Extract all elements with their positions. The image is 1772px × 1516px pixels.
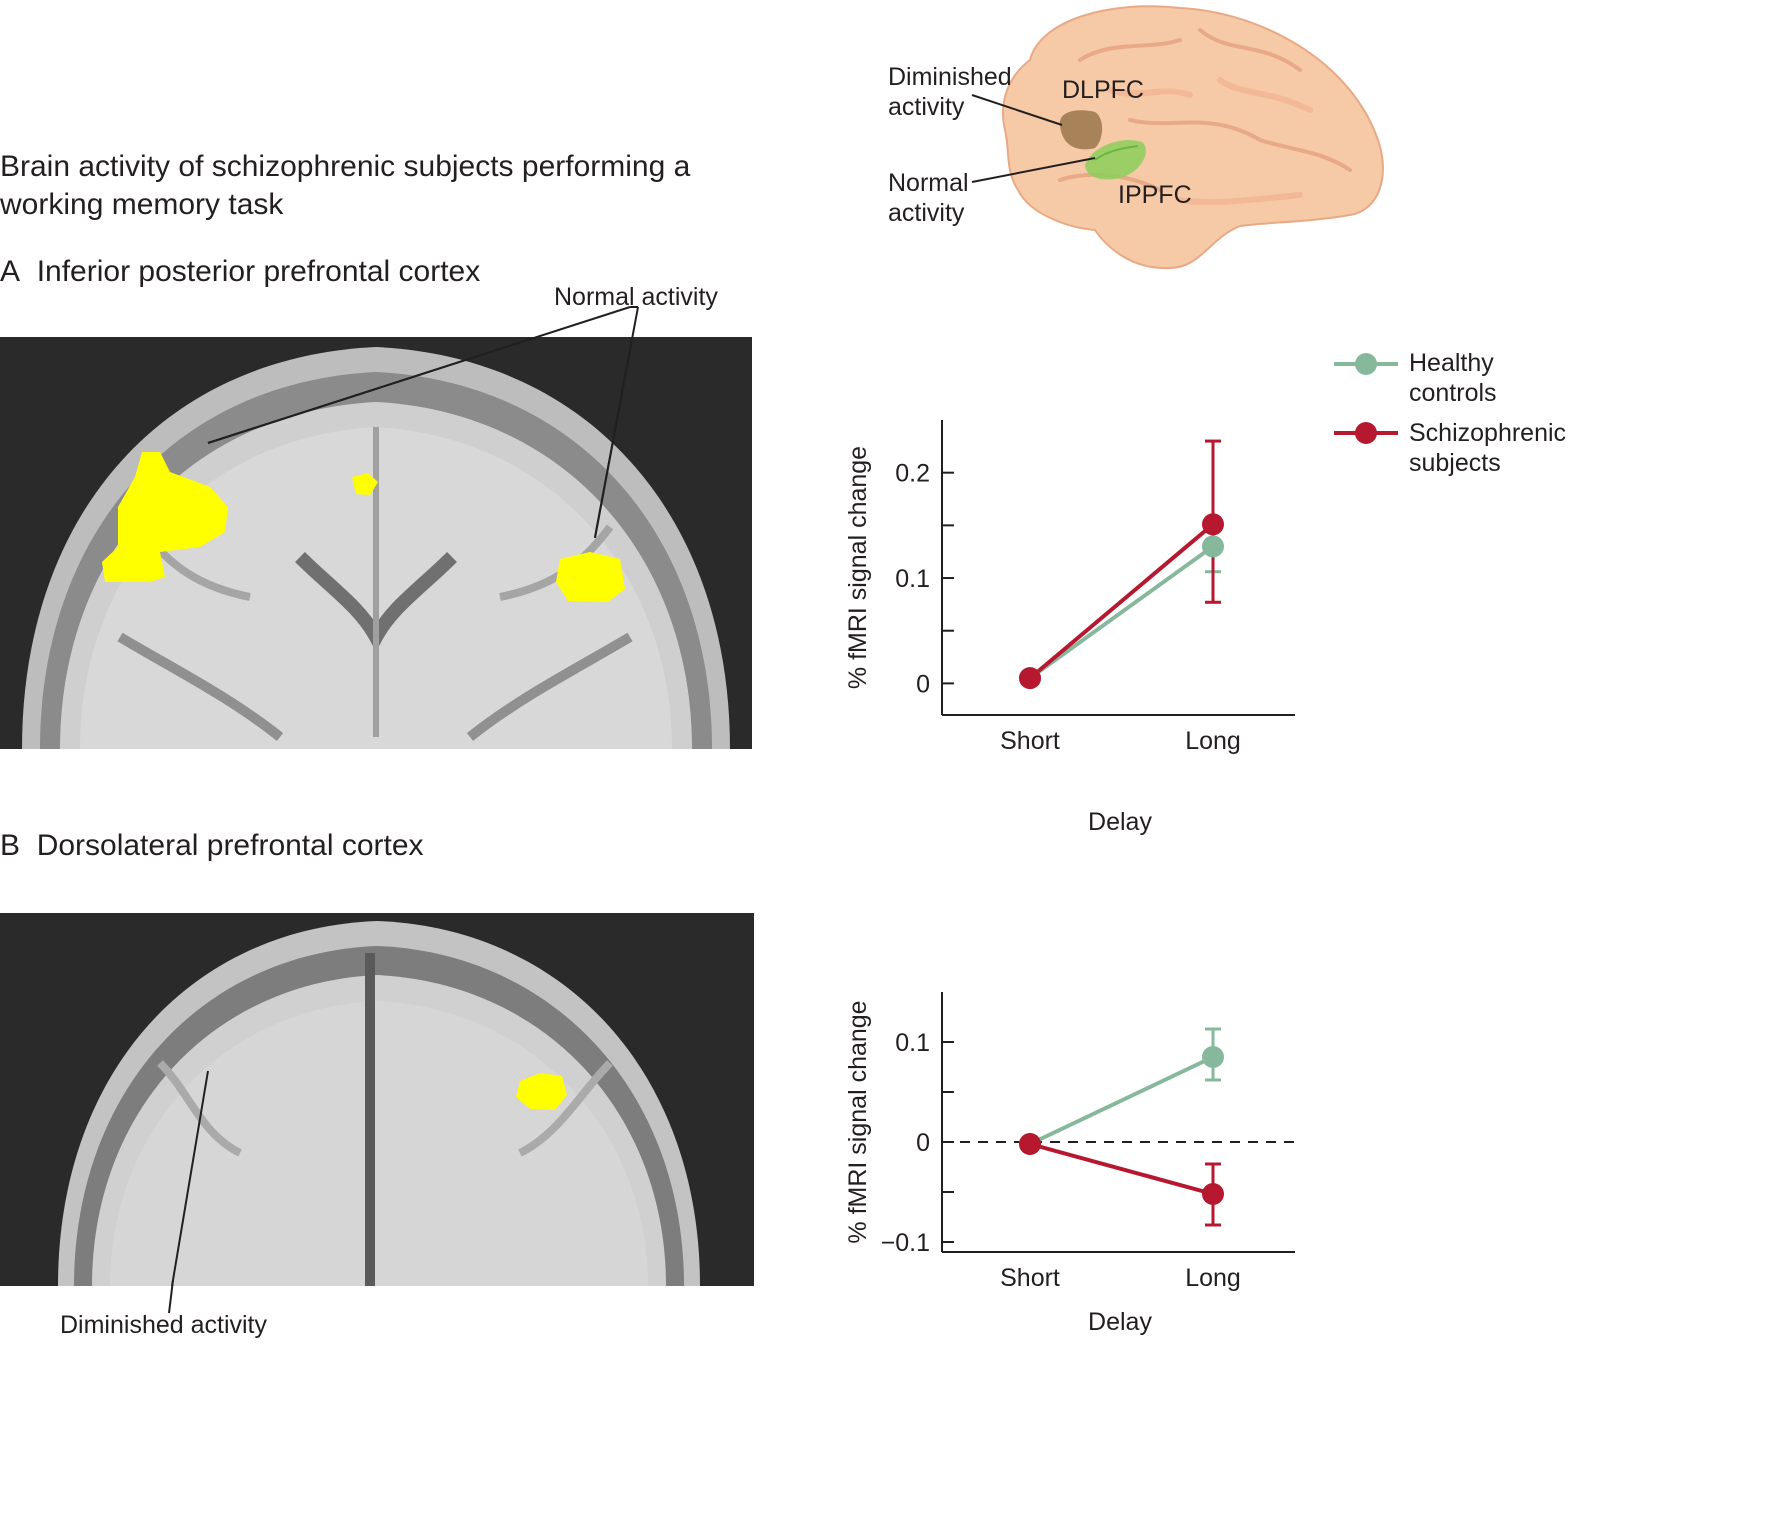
legend-healthy-label: Healthy controls: [1409, 349, 1497, 407]
chart-a-x-tick-label: Short: [1000, 727, 1060, 755]
chart-a-series-line-healthy: [1028, 544, 1215, 680]
chart-a-y-tick-label: 0.1: [895, 565, 930, 593]
chart-a-point-healthy: [1202, 535, 1224, 558]
panel-a-letter: A: [0, 255, 21, 288]
ippfc-label: IPPFC: [1118, 181, 1192, 209]
chart-a-point-schizophrenic: [1019, 667, 1041, 690]
chart-b-y-axis-title: % fMRI signal change: [844, 1000, 872, 1243]
activation-blob-right: [556, 552, 625, 602]
chart-a-x-axis-title: Delay: [1088, 808, 1152, 836]
chart-a-y-axis-title: % fMRI signal change: [844, 446, 872, 689]
chart-b-x-tick-label: Long: [1185, 1264, 1241, 1292]
dlpfc-label: DLPFC: [1062, 76, 1144, 104]
brain-diagram: [971, 5, 1384, 270]
legend-healthy-dot: [1355, 353, 1377, 375]
legend-schizophrenic-dot: [1355, 422, 1377, 444]
chart-b-point-schizophrenic: [1202, 1183, 1224, 1205]
chart-a-series-line-schizophrenic: [1028, 522, 1215, 680]
chart-a-y-tick-label: 0: [916, 670, 930, 698]
chart-b-x-axis-title: Delay: [1088, 1308, 1152, 1336]
panel-b-annotation: Diminished activity: [60, 1311, 268, 1339]
brain-outline: [1001, 5, 1384, 270]
chart-b-y-tick-label: 0: [916, 1129, 930, 1157]
chart-b-x-tick-label: Short: [1000, 1264, 1060, 1292]
panel-b-letter: B: [0, 829, 21, 862]
panel-a-pointer-line-right: [594, 306, 639, 539]
chart-panel-b: −0.1 0 0.1 Short Long Delay % fMRI signal chan…: [844, 992, 1295, 1336]
mri-image-a: [0, 337, 752, 749]
panel-a-pointer-lines: [207, 306, 638, 444]
chart-b-point-healthy: [1202, 1046, 1224, 1068]
panel-b-label: B Dorsolateral prefrontal cortex: [0, 828, 424, 864]
chart-a-x-tick-label: Long: [1185, 727, 1241, 755]
panel-a-label: A Inferior posterior prefrontal cortex: [0, 254, 480, 290]
ippfc-region: [1085, 140, 1146, 180]
diminished-activity-label: Diminished activity: [888, 63, 1012, 121]
legend: Healthy controls Schizophrenic subjects: [1334, 346, 1770, 486]
chart-b-point-schizophrenic: [1019, 1133, 1041, 1155]
legend-schizophrenic-label: Schizophrenic subjects: [1409, 419, 1567, 477]
activation-blob-dlpfc-right: [516, 1073, 567, 1110]
activation-blob-middle: [352, 473, 378, 495]
legend-healthy-marker: [1334, 353, 1398, 375]
chart-b-y-tick-label: 0.1: [895, 1029, 930, 1057]
chart-b-series-line-schizophrenic: [1029, 1142, 1214, 1196]
legend-schizophrenic-marker: [1334, 422, 1398, 444]
chart-a-y-tick-label: 0.2: [895, 460, 930, 488]
chart-panel-a: 0 0.1 0.2 Short Long Delay % fMRI signal chang…: [844, 420, 1295, 836]
chart-b-series-line-healthy: [1029, 1055, 1214, 1146]
figure-title: Brain activity of schizophrenic subjects…: [0, 150, 691, 221]
chart-a-point-schizophrenic: [1202, 513, 1224, 536]
mri-image-b: [0, 913, 754, 1286]
dlpfc-region: [1059, 110, 1103, 150]
panel-b-pointer-line: [168, 1280, 174, 1314]
panel-b-title: Dorsolateral prefrontal cortex: [36, 829, 424, 862]
activation-blob-left: [102, 452, 228, 582]
normal-activity-label: Normal activity: [888, 169, 969, 227]
panel-a-title: Inferior posterior prefrontal cortex: [36, 255, 481, 288]
chart-b-y-tick-label: −0.1: [881, 1229, 930, 1257]
